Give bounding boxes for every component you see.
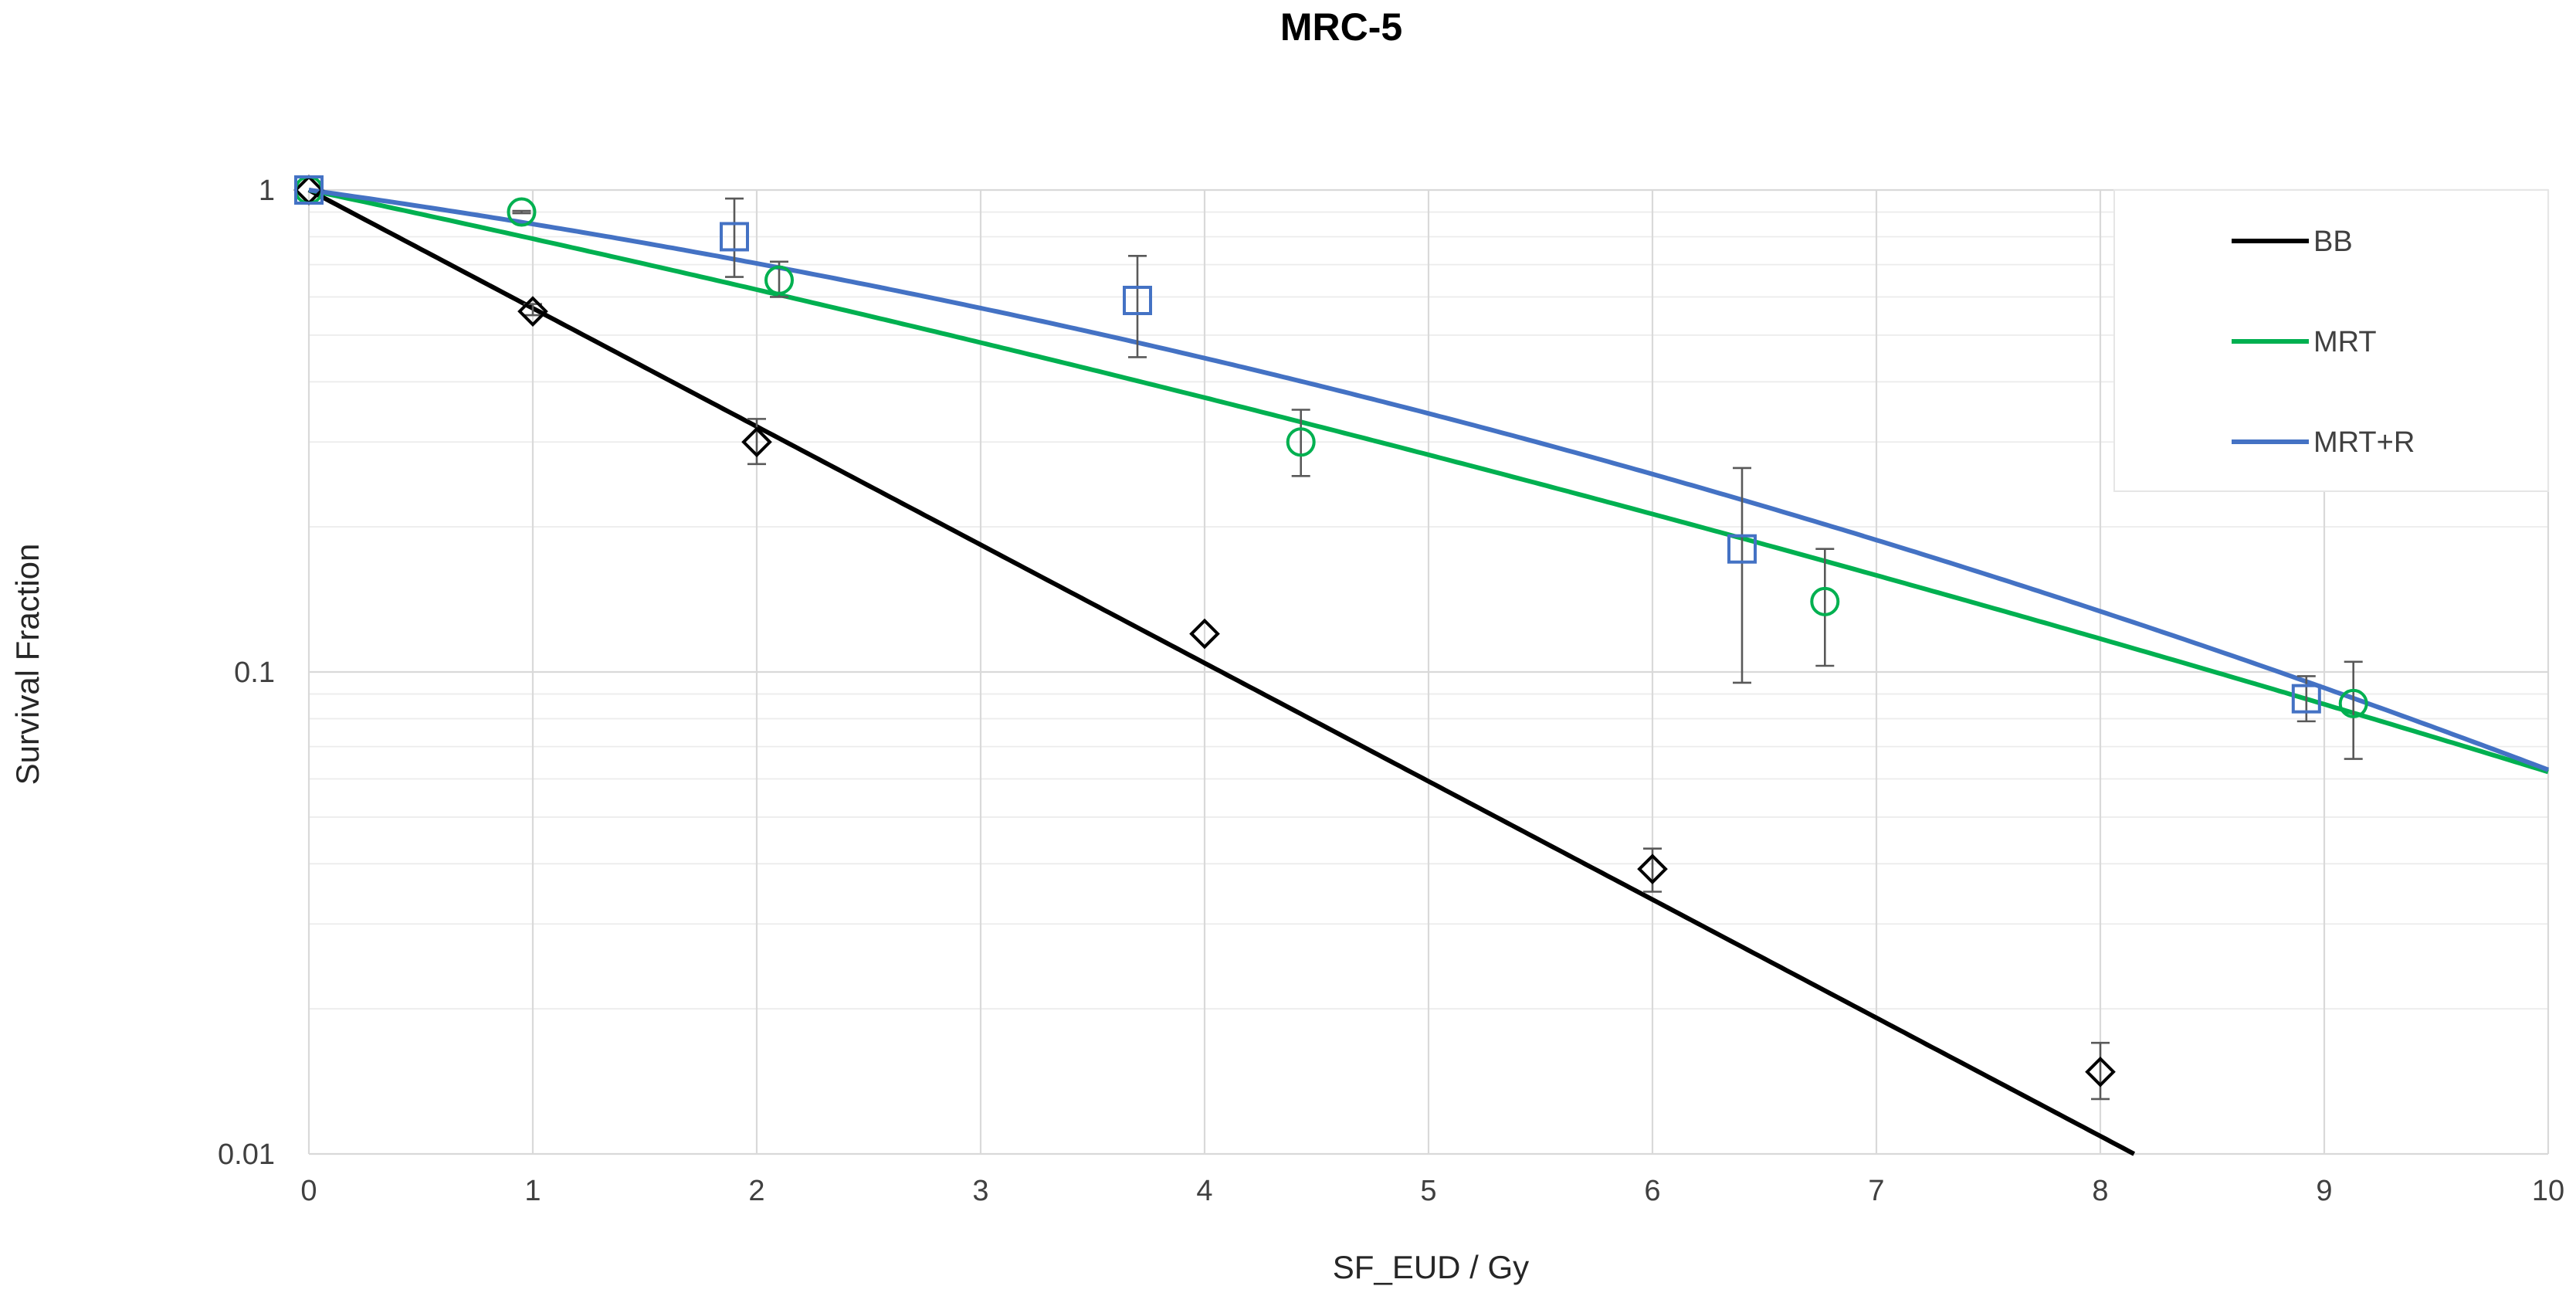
fit-curve-bb	[307, 188, 2136, 1156]
legend-label: MRT+R	[2313, 426, 2415, 459]
data-point-bb	[741, 426, 772, 458]
data-point-mrt-r	[294, 175, 324, 205]
legend-box	[2113, 189, 2549, 492]
error-bar	[2091, 1041, 2110, 1101]
x-tick-label: 6	[1644, 1175, 1660, 1207]
y-tick-label: 1	[259, 175, 275, 207]
x-tick-label: 5	[1420, 1175, 1436, 1207]
fit-curves	[307, 188, 2550, 1156]
x-tick-label: 7	[1868, 1175, 1884, 1207]
data-point-bb	[1637, 853, 1668, 885]
legend: BB MRT MRT+R	[2113, 189, 2549, 492]
x-tick-label: 8	[2092, 1175, 2108, 1207]
error-bar	[2344, 660, 2363, 760]
legend-label: MRT	[2313, 326, 2377, 358]
data-point-mrt	[1810, 586, 1840, 616]
error-bars	[512, 197, 2363, 1101]
data-point-mrt	[764, 265, 794, 295]
error-bar	[2296, 675, 2316, 723]
error-bar	[1733, 467, 1751, 684]
data-point-mrt-r	[720, 222, 749, 252]
error-bar	[1128, 254, 1147, 358]
data-point-mrt-r	[1727, 534, 1757, 564]
fit-curve-mrt-r	[308, 188, 2550, 772]
y-tick-labels: 1 0.1 0.01	[218, 175, 275, 1171]
data-point-bb	[2085, 1056, 2116, 1088]
error-bar	[512, 209, 531, 215]
data-point-mrt	[1286, 427, 1316, 457]
data-point-mrt	[507, 197, 537, 227]
x-tick-label: 3	[972, 1175, 988, 1207]
x-tick-label: 2	[748, 1175, 764, 1207]
x-tick-label: 9	[2316, 1175, 2332, 1207]
data-markers	[293, 175, 2368, 1088]
error-bar	[1291, 409, 1310, 477]
x-tick-label: 1	[524, 1175, 541, 1207]
data-point-bb	[517, 296, 548, 327]
x-tick-label: 0	[300, 1175, 317, 1207]
data-point-mrt	[2338, 688, 2368, 718]
fit-curve-mrt	[308, 188, 2549, 775]
x-tick-label: 10	[2532, 1175, 2564, 1207]
x-axis-label: SF_EUD / Gy	[1333, 1249, 1529, 1285]
data-point-mrt-r	[2291, 684, 2321, 714]
error-bar	[1815, 548, 1835, 667]
y-tick-label: 0.01	[218, 1138, 275, 1171]
y-axis-label: Survival Fraction	[9, 544, 46, 786]
error-bar	[725, 197, 744, 278]
data-point-bb	[1189, 618, 1220, 650]
chart-title: MRC-5	[1280, 5, 1402, 49]
y-tick-label: 0.1	[234, 657, 275, 689]
x-tick-label: 4	[1196, 1175, 1212, 1207]
x-tick-labels: 0 1 2 3 4 5 6 7 8 9 10	[300, 1175, 2564, 1207]
legend-label: BB	[2313, 226, 2353, 258]
data-point-mrt-r	[1123, 285, 1152, 315]
